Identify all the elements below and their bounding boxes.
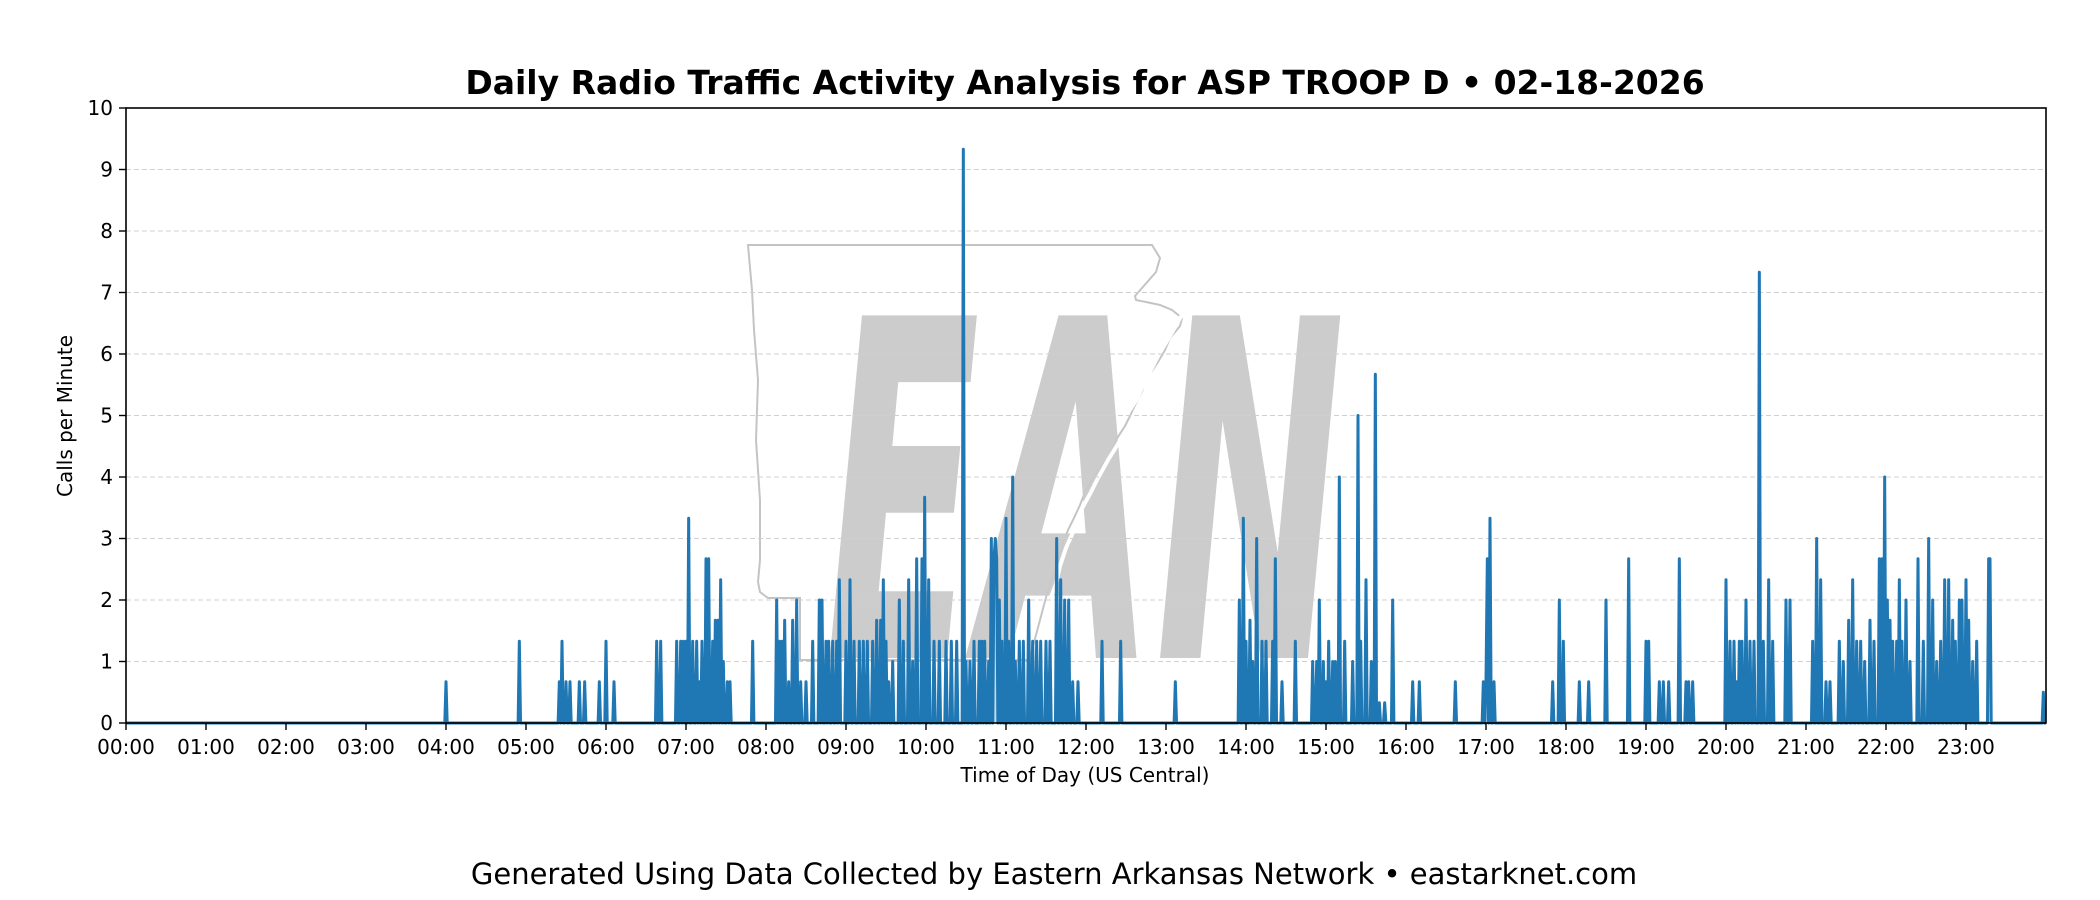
x-tick-label: 07:00: [657, 735, 715, 759]
x-tick-label: 22:00: [1857, 735, 1915, 759]
x-tick-label: 00:00: [97, 735, 155, 759]
x-tick-label: 02:00: [257, 735, 315, 759]
x-tick-label: 17:00: [1457, 735, 1515, 759]
x-tick-label: 20:00: [1697, 735, 1755, 759]
x-tick-label: 12:00: [1057, 735, 1115, 759]
x-tick-label: 10:00: [897, 735, 955, 759]
river-line: [1034, 303, 1192, 651]
x-tick-label: 19:00: [1617, 735, 1675, 759]
y-tick-label: 6: [100, 342, 113, 366]
y-tick-label: 10: [88, 96, 113, 120]
x-tick-label: 18:00: [1537, 735, 1595, 759]
x-tick-label: 14:00: [1217, 735, 1275, 759]
y-tick-label: 9: [100, 158, 113, 182]
y-tick-label: 2: [100, 588, 113, 612]
footer-credit: Generated Using Data Collected by Easter…: [471, 857, 1637, 891]
x-tick-label: 06:00: [577, 735, 635, 759]
x-tick-label: 11:00: [977, 735, 1035, 759]
y-tick-label: 4: [100, 465, 113, 489]
y-tick-label: 5: [100, 404, 113, 428]
x-tick-label: 08:00: [737, 735, 795, 759]
y-tick-label: 8: [100, 219, 113, 243]
x-tick-label: 21:00: [1777, 735, 1835, 759]
y-tick-label: 1: [100, 650, 113, 674]
x-tick-label: 03:00: [337, 735, 395, 759]
x-tick-label: 16:00: [1377, 735, 1435, 759]
x-axis-ticks: 00:00 01:00 02:00 03:00 04:00 05:00 06:00 07:00…: [97, 723, 1995, 759]
chart-title: Daily Radio Traffic Activity Analysis fo…: [465, 63, 1704, 102]
x-tick-label: 09:00: [817, 735, 875, 759]
y-axis-ticks: 0 1 2 3 4 5 6 7 8 9 10: [88, 96, 126, 735]
x-tick-label: 15:00: [1297, 735, 1355, 759]
x-tick-label: 05:00: [497, 735, 555, 759]
x-tick-label: 13:00: [1137, 735, 1195, 759]
x-tick-label: 23:00: [1937, 735, 1995, 759]
arkansas-outline: [746, 244, 1184, 661]
x-tick-label: 04:00: [417, 735, 475, 759]
y-tick-label: 3: [100, 527, 113, 551]
x-tick-label: 01:00: [177, 735, 235, 759]
x-axis-label: Time of Day (US Central): [960, 763, 1210, 787]
y-tick-label: 7: [100, 281, 113, 305]
y-axis-label: Calls per Minute: [53, 335, 77, 497]
y-tick-label: 0: [100, 711, 113, 735]
